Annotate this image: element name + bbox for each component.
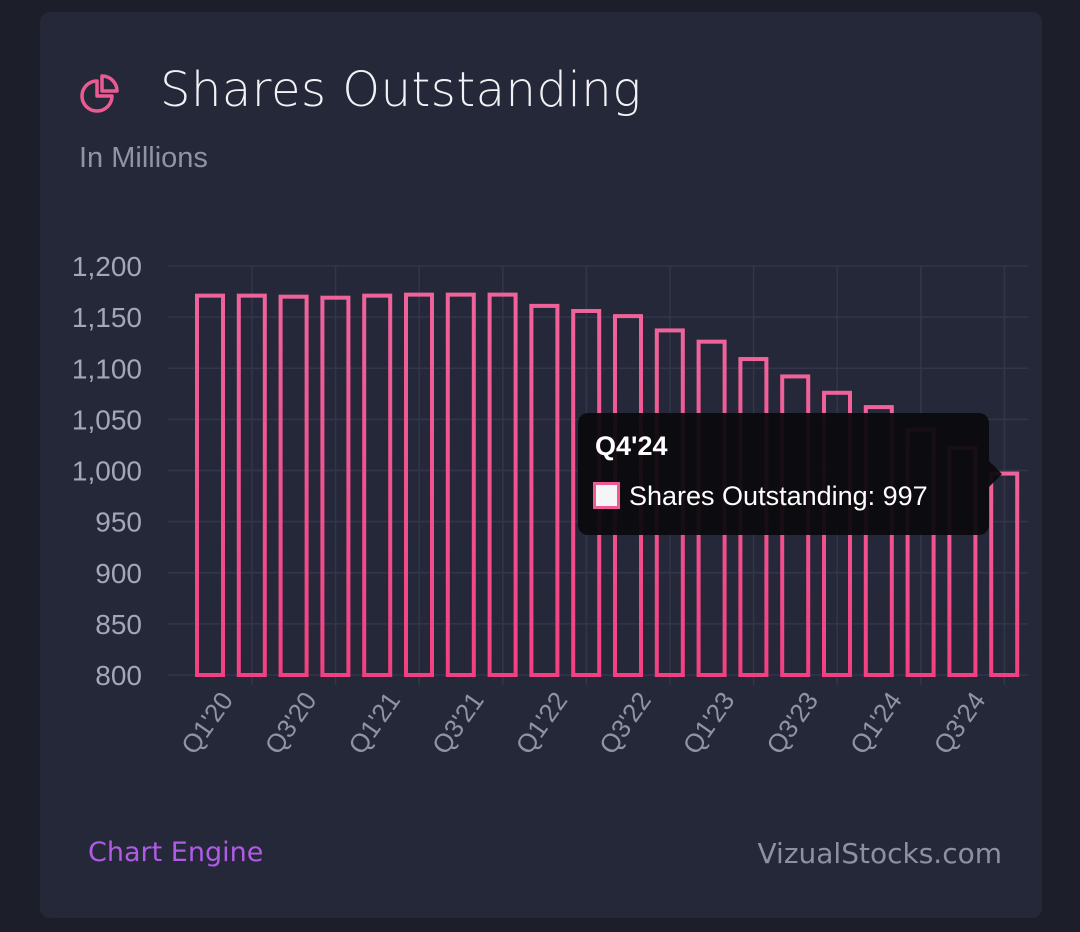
bar-Q220 [236, 293, 267, 677]
bar-Q120 [195, 293, 225, 677]
bar-Q121 [362, 293, 393, 677]
y-tick-label: 1,100 [72, 353, 142, 384]
y-tick-label: 950 [95, 507, 142, 538]
x-tick-label: Q3'20 [259, 686, 323, 759]
y-tick-label: 850 [95, 609, 142, 640]
y-tick-label: 1,000 [72, 456, 142, 487]
chart-subtitle: In Millions [79, 142, 208, 174]
y-tick-label: 800 [95, 660, 142, 691]
x-tick-label: Q1'24 [844, 686, 908, 759]
chart-title: Shares Outstanding [160, 62, 642, 118]
vizualstocks-credit: VizualStocks.com [757, 837, 1002, 870]
bar-Q421 [487, 292, 518, 677]
x-tick-label: Q3'23 [760, 686, 824, 759]
bar-Q321 [445, 292, 476, 677]
x-tick-label: Q1'22 [509, 686, 573, 759]
tooltip-value-label: Shares Outstanding: 997 [629, 481, 928, 511]
bar-Q420 [320, 295, 351, 677]
x-tick-label: Q3'22 [593, 686, 657, 759]
y-tick-label: 1,200 [72, 251, 142, 282]
tooltip-series-swatch [593, 482, 620, 509]
tooltip-title: Q4'24 [595, 431, 668, 461]
chart-tooltip: Q4'24 Shares Outstanding: 997 [578, 413, 1002, 535]
y-tick-label: 1,150 [72, 302, 142, 333]
bar-Q221 [404, 292, 434, 677]
bar-Q424 [989, 471, 1020, 677]
x-tick-label: Q3'21 [426, 686, 490, 759]
y-tick-label: 1,050 [72, 404, 142, 435]
bar-Q124 [863, 405, 894, 677]
pie-chart-icon [80, 74, 119, 113]
x-tick-label: Q1'21 [342, 686, 406, 759]
chart-engine-link[interactable]: Chart Engine [88, 837, 264, 868]
x-tick-label: Q1'20 [175, 686, 239, 759]
x-tick-label: Q1'23 [677, 686, 741, 759]
bar-Q320 [278, 294, 309, 677]
y-tick-label: 900 [95, 558, 142, 589]
bar-Q122 [529, 303, 560, 677]
x-tick-label: Q3'24 [927, 686, 991, 759]
